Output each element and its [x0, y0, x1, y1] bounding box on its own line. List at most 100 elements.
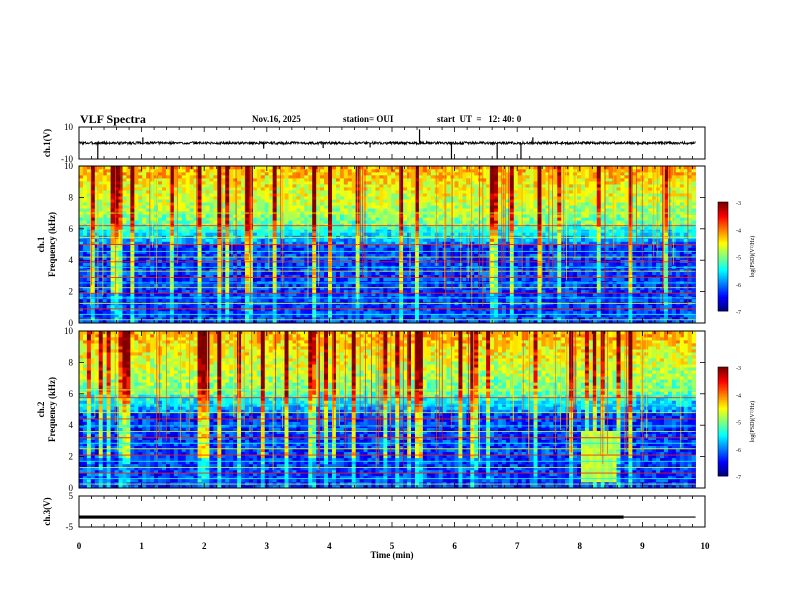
ch1-spectrogram-cell: [414, 166, 420, 179]
ch1-spectrogram-cell: [636, 265, 641, 279]
ch1-spectrogram-cell: [517, 169, 522, 176]
ch2-spectrogram-cell: [106, 481, 111, 489]
ch1-spectrogram-cell: [94, 286, 100, 291]
ch1-spectrogram-cell: [229, 274, 234, 279]
ch1-spectrogram-cell: [470, 169, 475, 173]
ch1-spectrogram-cell: [359, 184, 364, 194]
ch1-spectrogram-cell: [478, 166, 483, 170]
ch1-spectrogram-cell: [245, 280, 250, 285]
ch1-spectrogram-cell: [308, 202, 313, 206]
ch1-spectrogram-cell: [628, 286, 633, 291]
ch2-spectrogram-cell: [79, 454, 84, 462]
ch1-spectrogram-cell: [525, 244, 530, 254]
ch1-spectrogram-cell: [280, 316, 285, 321]
ch1-spectrogram-cell: [545, 304, 550, 312]
ch1-spectrogram-cell: [474, 247, 479, 254]
ch1-spectrogram-cell: [652, 289, 657, 294]
ch1-spectrogram-cell: [79, 175, 84, 179]
ch1-spectrogram-cell: [660, 190, 665, 194]
ch1-spectrogram-cell: [324, 166, 329, 173]
ch1-spectrogram-cell: [367, 250, 372, 254]
ch2-spectrogram-cell: [114, 400, 119, 407]
ch1-spectrogram-cell: [454, 175, 459, 179]
ch1-spectrogram-cell: [383, 286, 388, 297]
ch1-spectrogram-cell: [237, 298, 242, 306]
ch1-spectrogram-cell: [391, 178, 396, 185]
ch1-spectrogram-cell: [584, 202, 590, 206]
ch1-spectrogram-cell: [387, 307, 392, 315]
ch2-spectrogram-cell: [90, 364, 96, 368]
ch1-spectrogram-cell: [292, 205, 297, 212]
ch1-spectrogram-cell: [181, 178, 187, 185]
ch1-spectrogram-cell: [272, 310, 277, 321]
ch2-spectrogram-cell: [106, 478, 111, 483]
ch1-spectrogram-cell: [312, 268, 317, 275]
ch1-spectrogram-cell: [363, 220, 368, 224]
ch1-spectrogram-cell: [434, 208, 439, 215]
ch1-spectrogram-cell: [462, 301, 467, 309]
ch2-spectrogram-cell: [106, 463, 111, 474]
ch1-spectrogram-cell: [288, 211, 293, 221]
ch1-spectrogram-cell: [537, 316, 542, 321]
ch1-spectrogram-cell: [553, 289, 558, 294]
ch1-spectrogram-cell: [553, 247, 558, 254]
ch1-spectrogram-cell: [667, 319, 673, 324]
ch1-spectrogram-cell: [371, 247, 376, 251]
ch1-spectrogram-cell: [102, 184, 107, 191]
ch1-spectrogram-cell: [288, 259, 293, 272]
ch1-spectrogram-cell: [118, 298, 123, 306]
ch1-spectrogram-cell: [565, 202, 570, 206]
ch2-spectrogram-cell: [79, 412, 84, 416]
ch1-spectrogram-cell: [446, 208, 451, 212]
ch1-spectrogram-cell: [620, 205, 625, 209]
ch1-spectrogram-cell: [648, 187, 653, 191]
ch1-spectrogram-cell: [671, 202, 677, 209]
ch1-spectrogram-cell: [300, 187, 305, 197]
ch1-spectrogram-cell: [165, 199, 171, 203]
ch1-spectrogram-cell: [422, 217, 428, 221]
ch1-spectrogram-cell: [371, 202, 376, 209]
ch1-spectrogram-cell: [414, 178, 420, 182]
ch1-spectrogram-cell: [383, 274, 388, 279]
ch1-spectrogram-cell: [335, 175, 341, 179]
ch1-spectrogram-cell: [549, 178, 554, 185]
ch1-spectrogram-cell: [205, 205, 210, 212]
ch2-spectrogram-cell: [90, 430, 96, 434]
ch1-spectrogram-cell: [569, 193, 574, 197]
ch1-spectrogram-cell: [466, 277, 471, 291]
ch1-spectrogram-cell: [98, 247, 104, 257]
ch1-spectrogram-cell: [146, 226, 151, 239]
ch1-spectrogram-cell: [173, 220, 179, 224]
ch1-spectrogram-cell: [193, 202, 198, 206]
ch1-spectrogram-cell: [339, 244, 345, 248]
ch1-spectrogram-cell: [569, 262, 574, 266]
ch1-spectrogram-cell: [624, 286, 629, 306]
ch1-spectrogram-cell: [648, 205, 653, 209]
ch1-spectrogram-cell: [525, 166, 530, 170]
ch1-spectrogram-cell: [454, 187, 459, 191]
ch1-spectrogram-cell: [683, 304, 688, 315]
ch1-spectrogram-cell: [371, 208, 376, 215]
ch1-spectrogram-cell: [569, 286, 574, 291]
ch1-spectrogram-cell: [173, 235, 179, 245]
ch1-spectrogram-cell: [126, 304, 131, 309]
ch1-spectrogram-cell: [462, 244, 467, 251]
ch1-spectrogram-cell: [478, 244, 483, 251]
ch2-spectrogram-cell: [94, 370, 100, 383]
ch1-spectrogram-cell: [177, 226, 183, 233]
ch1-spectrogram-cell: [245, 307, 250, 312]
ch1-spectrogram-cell: [687, 250, 692, 254]
ch1-spectrogram-cell: [541, 214, 546, 221]
ch1-spectrogram-cell: [264, 172, 270, 176]
ch1-spectrogram-cell: [387, 265, 392, 272]
ch1-spectrogram-cell: [430, 178, 436, 182]
ch1-spectrogram-cell: [411, 280, 416, 285]
ch1-spectrogram-cell: [537, 313, 542, 318]
ch1-spectrogram-cell: [580, 241, 586, 245]
ch1-spectrogram-cell: [687, 253, 692, 263]
ch1-spectrogram-cell: [292, 286, 297, 291]
ch1-spectrogram-cell: [561, 235, 566, 242]
ch1-spectrogram-cell: [533, 199, 538, 209]
ch1-spectrogram-cell: [165, 196, 171, 200]
ch1-spectrogram-cell: [229, 211, 234, 218]
